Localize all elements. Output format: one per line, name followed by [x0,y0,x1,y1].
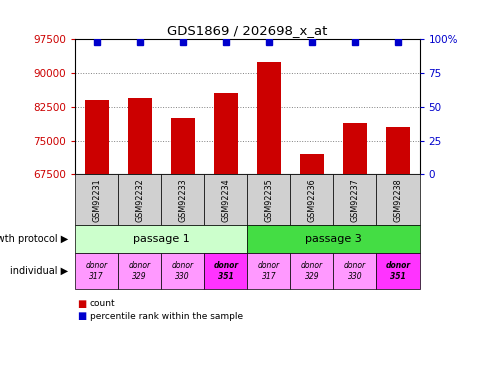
Text: GSM92235: GSM92235 [264,178,273,222]
Bar [128,98,151,174]
Text: individual ▶: individual ▶ [10,266,68,276]
Text: passage 3: passage 3 [304,234,361,244]
Bar [300,154,323,174]
Text: donor
330: donor 330 [343,261,365,280]
Bar [385,127,409,174]
Text: GSM92232: GSM92232 [135,178,144,222]
Text: passage 1: passage 1 [133,234,189,244]
Text: GSM92234: GSM92234 [221,178,230,222]
Text: donor
329: donor 329 [300,261,322,280]
Text: donor
351: donor 351 [385,261,410,280]
Bar [170,118,194,174]
Bar [85,100,108,174]
Text: donor
317: donor 317 [257,261,279,280]
Text: growth protocol ▶: growth protocol ▶ [0,234,68,244]
Text: ■: ■ [77,299,87,309]
Title: GDS1869 / 202698_x_at: GDS1869 / 202698_x_at [167,24,327,37]
Text: GSM92236: GSM92236 [307,178,316,222]
Text: GSM92237: GSM92237 [350,178,359,222]
Text: ■: ■ [77,311,87,321]
Text: GSM92238: GSM92238 [393,178,402,222]
Text: percentile rank within the sample: percentile rank within the sample [90,312,242,321]
Text: donor
330: donor 330 [171,261,194,280]
Text: GSM92231: GSM92231 [92,178,101,222]
Text: donor
351: donor 351 [213,261,238,280]
Bar [257,62,280,174]
Bar [342,123,366,174]
Text: GSM92233: GSM92233 [178,178,187,222]
Text: donor
317: donor 317 [86,261,107,280]
Bar [213,93,237,174]
Text: count: count [90,299,115,308]
Text: donor
329: donor 329 [128,261,151,280]
